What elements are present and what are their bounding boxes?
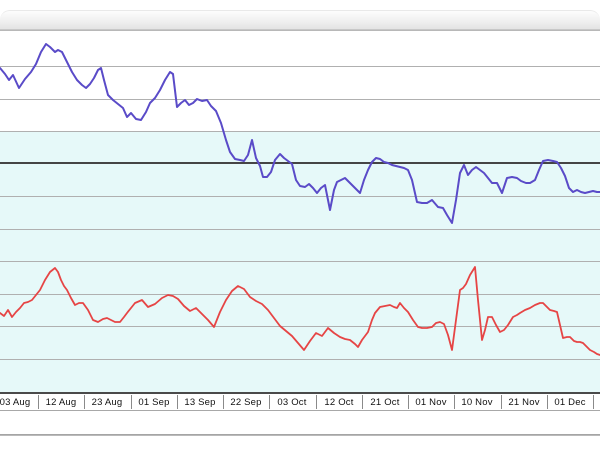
x-axis-tick (131, 395, 132, 409)
x-axis-label: 01 Sep (138, 397, 170, 408)
gridline (0, 196, 600, 197)
x-axis-label: 23 Aug (91, 397, 123, 408)
x-axis-tick (316, 395, 317, 409)
x-axis-label: 13 Sep (184, 397, 216, 408)
x-axis-tick (454, 395, 455, 409)
gridline (0, 294, 600, 295)
x-axis-label: 12 Oct (324, 397, 354, 408)
x-axis-tick (362, 395, 363, 409)
plot-area (0, 30, 600, 393)
x-axis-label: 21 Nov (508, 397, 540, 408)
gridline (0, 66, 600, 67)
x-axis-tick (177, 395, 178, 409)
gridline (0, 359, 600, 360)
x-axis-tick (547, 395, 548, 409)
reference-line (0, 162, 600, 164)
content-divider (0, 434, 600, 436)
x-axis-tick (501, 395, 502, 409)
x-axis-tick (408, 395, 409, 409)
x-axis-label: 03 Aug (0, 397, 31, 408)
gridline (0, 99, 600, 100)
gridline (0, 261, 600, 262)
x-axis-label: 10 Nov (461, 397, 493, 408)
x-axis-tick (223, 395, 224, 409)
x-axis: 03 Aug 12 Aug 23 Aug 01 Sep 13 Sep 22 Sep 03 O… (0, 392, 600, 411)
gridline (0, 229, 600, 230)
x-axis-label: 01 Nov (415, 397, 447, 408)
x-axis-label: 12 Aug (45, 397, 77, 408)
x-axis-label: 22 Sep (230, 397, 262, 408)
x-axis-label: 01 Dec (554, 397, 586, 408)
gridline (0, 131, 600, 132)
x-axis-tick (38, 395, 39, 409)
window-header-bar (0, 10, 600, 30)
x-axis-label: 21 Oct (370, 397, 400, 408)
gridline (0, 326, 600, 327)
x-axis-tick (593, 395, 594, 409)
x-axis-tick (84, 395, 85, 409)
x-axis-tick (269, 395, 270, 409)
x-axis-label: 03 Oct (277, 397, 307, 408)
lower-band (0, 131, 600, 393)
